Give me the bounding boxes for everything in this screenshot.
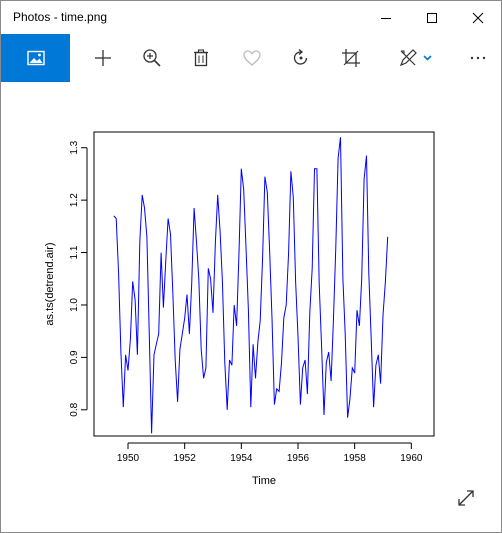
y-tick-label: 1.2 (69, 193, 80, 207)
x-tick-label: 1956 (287, 453, 310, 464)
y-tick-label: 1.1 (69, 245, 80, 259)
zoom-in-button[interactable] (132, 34, 172, 82)
expand-icon (458, 490, 474, 506)
maximize-icon (427, 12, 437, 23)
time-series-plot: 1950 1952 1954 1956 1958 1960 0.8 0.9 1.0 1.1 1.2 1… (44, 131, 435, 487)
add-button[interactable] (83, 34, 123, 82)
x-tick-label: 1954 (230, 453, 253, 464)
favorite-heart-icon (243, 50, 261, 66)
title-bar[interactable]: Photos - time.png (1, 1, 501, 34)
y-tick-label: 0.8 (69, 402, 80, 416)
plot-box (93, 131, 435, 437)
crop-button[interactable] (331, 34, 371, 82)
zoom-in-icon (143, 49, 161, 67)
image-viewer-area: 1950 1952 1954 1956 1958 1960 0.8 0.9 1.0 1.1 1.2 1… (1, 82, 501, 532)
delete-icon (194, 49, 208, 67)
toolbar (1, 34, 501, 82)
y-tick-label: 1.3 (69, 140, 80, 154)
rotate-button[interactable] (281, 34, 321, 82)
fullscreen-button[interactable] (456, 488, 476, 508)
view-photo-button[interactable] (1, 34, 70, 82)
minimize-button[interactable] (363, 1, 409, 34)
rotate-icon (293, 49, 308, 65)
add-icon (95, 50, 111, 66)
series-line (113, 137, 389, 434)
close-button[interactable] (455, 1, 501, 34)
more-options-icon (470, 56, 486, 60)
edit-draw-button[interactable] (391, 34, 441, 82)
more-options-button[interactable] (458, 34, 498, 82)
x-tick-label: 1960 (400, 453, 423, 464)
maximize-button[interactable] (409, 1, 455, 34)
y-axis-label: as.ts(detrend.air) (44, 242, 56, 325)
minimize-icon (381, 17, 391, 19)
crop-icon (342, 49, 360, 67)
favorite-button[interactable] (232, 34, 272, 82)
x-tick-label: 1952 (174, 453, 197, 464)
edit-draw-icon (399, 49, 432, 67)
y-tick-label: 0.9 (69, 350, 80, 364)
x-tick-label: 1958 (344, 453, 367, 464)
x-axis-label: Time (252, 475, 276, 487)
close-icon (472, 12, 484, 23)
y-tick-label: 1.0 (69, 298, 80, 312)
x-tick-label: 1950 (117, 453, 140, 464)
window-title: Photos - time.png (13, 10, 108, 24)
view-photo-icon (26, 50, 45, 66)
delete-button[interactable] (181, 34, 221, 82)
